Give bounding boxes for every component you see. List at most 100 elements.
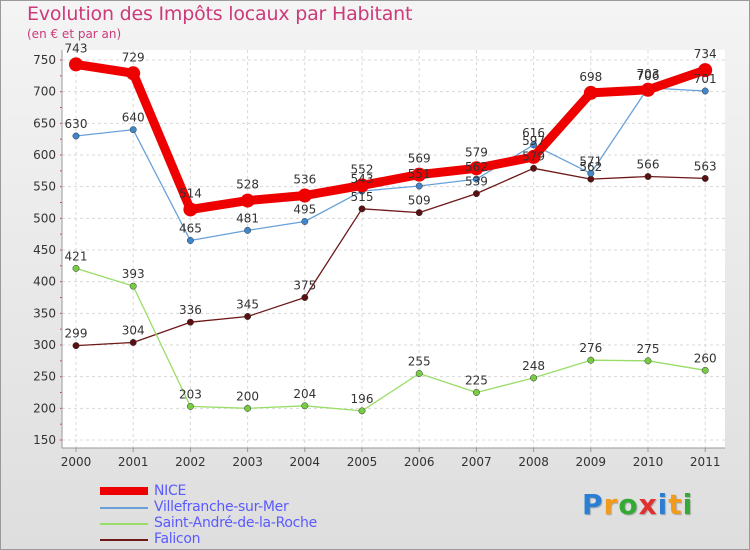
logo-letter: i	[682, 488, 694, 521]
y-tick-label: 300	[33, 338, 56, 352]
y-tick-label: 200	[33, 401, 56, 415]
data-point-saint-andr-de-la-roche	[587, 356, 595, 364]
x-tick-label: 2006	[404, 455, 435, 469]
y-tick-label: 600	[33, 148, 56, 162]
data-label-falicon: 509	[408, 194, 431, 208]
data-label-villefranche-sur-mer: 701	[694, 72, 717, 86]
data-label-saint-andr-de-la-roche: 260	[694, 351, 717, 365]
data-label-nice: 528	[236, 178, 259, 192]
data-point-nice	[412, 167, 427, 182]
y-tick-label: 700	[33, 85, 56, 99]
y-tick-label: 150	[33, 433, 56, 447]
data-point-falicon	[472, 190, 480, 198]
data-point-saint-andr-de-la-roche	[472, 389, 480, 396]
data-point-falicon	[587, 175, 595, 183]
x-tick-label: 2011	[690, 455, 721, 469]
proxiti-logo: Proxiti	[582, 488, 693, 521]
x-tick-label: 2002	[175, 455, 206, 469]
data-point-saint-andr-de-la-roche	[244, 404, 252, 412]
data-label-saint-andr-de-la-roche: 203	[179, 387, 202, 401]
data-point-saint-andr-de-la-roche	[644, 357, 652, 365]
data-label-falicon: 336	[179, 303, 202, 317]
data-label-villefranche-sur-mer: 640	[122, 111, 145, 125]
data-point-nice	[641, 82, 655, 97]
x-tick-label: 2010	[633, 455, 664, 469]
data-label-falicon: 299	[65, 327, 88, 341]
data-point-falicon	[644, 173, 652, 180]
data-point-nice	[297, 188, 312, 203]
chart-title: Evolution des Impôts locaux par Habitant	[27, 3, 413, 25]
data-label-falicon: 304	[122, 323, 145, 337]
series-line-falicon	[75, 167, 706, 347]
data-label-villefranche-sur-mer: 465	[179, 222, 202, 236]
x-tick-label: 2007	[461, 455, 492, 469]
data-point-nice	[698, 63, 713, 78]
x-tick-label: 2008	[518, 455, 549, 469]
data-label-falicon: 579	[522, 149, 545, 163]
data-label-saint-andr-de-la-roche: 204	[293, 387, 316, 401]
x-tick-label: 2003	[232, 455, 263, 469]
data-point-saint-andr-de-la-roche	[186, 402, 194, 410]
data-label-saint-andr-de-la-roche: 393	[122, 267, 145, 281]
y-tick-label: 550	[33, 180, 56, 194]
x-tick-label: 2000	[61, 455, 92, 469]
chart-subtitle: (en € et par an)	[27, 27, 122, 41]
data-point-nice	[240, 193, 255, 208]
data-point-falicon	[701, 174, 709, 182]
data-label-nice: 734	[694, 47, 717, 61]
legend-item-falicon: Falicon	[100, 531, 360, 548]
data-label-nice: 729	[122, 50, 145, 64]
data-point-villefranche-sur-mer	[129, 126, 137, 134]
series-line-nice	[71, 59, 710, 214]
logo-letter: x	[638, 488, 658, 521]
x-tick-label: 2004	[290, 455, 321, 469]
data-point-nice	[526, 149, 541, 164]
data-label-saint-andr-de-la-roche: 248	[522, 359, 545, 373]
y-tick-label: 450	[33, 243, 56, 257]
data-point-falicon	[358, 205, 366, 213]
legend-label-saint-andre: Saint-André-de-la-Roche	[154, 515, 317, 531]
series-line-villefranche-sur-mer	[75, 87, 706, 242]
grid	[62, 50, 725, 448]
legend: NICE Villefranche-sur-Mer Saint-André-de…	[100, 483, 360, 548]
data-point-saint-andr-de-la-roche	[301, 402, 309, 410]
logo-letter: o	[618, 488, 639, 521]
data-point-villefranche-sur-mer	[530, 141, 538, 149]
data-label-villefranche-sur-mer: 481	[236, 211, 259, 225]
data-label-villefranche-sur-mer: 630	[65, 117, 88, 131]
data-point-falicon	[186, 318, 194, 326]
data-label-villefranche-sur-mer: 571	[579, 154, 602, 168]
plot-background	[62, 50, 725, 448]
legend-label-falicon: Falicon	[154, 531, 201, 547]
data-point-falicon	[415, 209, 423, 217]
logo-letter: i	[657, 488, 669, 521]
data-point-falicon	[530, 164, 538, 172]
data-label-saint-andr-de-la-roche: 275	[637, 342, 660, 356]
data-point-falicon	[72, 342, 80, 350]
x-tick-label: 2005	[347, 455, 378, 469]
legend-swatch-falicon	[100, 539, 148, 541]
data-point-nice	[469, 161, 484, 176]
data-point-saint-andr-de-la-roche	[129, 282, 137, 290]
data-label-saint-andr-de-la-roche: 196	[351, 392, 374, 406]
data-point-nice	[583, 85, 598, 100]
data-label-nice: 536	[293, 173, 316, 187]
legend-swatch-villefranche	[100, 507, 148, 509]
data-label-nice: 569	[408, 152, 431, 166]
data-point-villefranche-sur-mer	[415, 182, 423, 190]
data-point-villefranche-sur-mer	[472, 175, 480, 183]
legend-item-villefranche: Villefranche-sur-Mer	[100, 499, 360, 516]
legend-swatch-saint-andre	[100, 523, 148, 525]
y-tick-label: 500	[33, 211, 56, 225]
data-point-villefranche-sur-mer	[244, 226, 252, 234]
y-tick-label: 750	[33, 53, 56, 67]
legend-item-saint-andre: Saint-André-de-la-Roche	[100, 515, 360, 532]
data-label-villefranche-sur-mer: 543	[351, 172, 374, 186]
data-label-nice: 552	[351, 162, 374, 176]
legend-swatch-nice	[100, 487, 148, 495]
series-layer	[69, 57, 713, 415]
data-label-saint-andr-de-la-roche: 200	[236, 389, 259, 403]
y-tick-label: 400	[33, 275, 56, 289]
axes: 150 200 250 300 350 400 450 500 550 600 650 700 750 2…	[33, 50, 725, 469]
